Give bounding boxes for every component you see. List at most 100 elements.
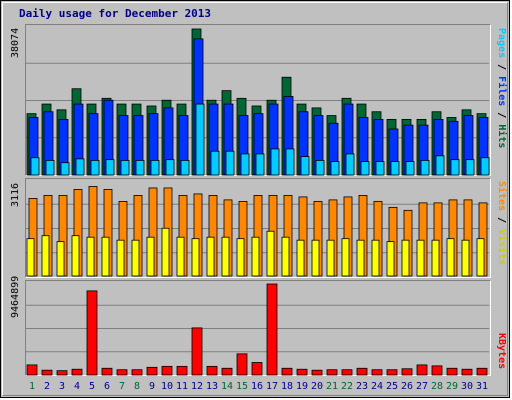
day-label: 10 bbox=[160, 381, 174, 392]
bar-pages bbox=[300, 156, 310, 176]
day-label: 1 bbox=[28, 381, 36, 392]
chart-bevel bbox=[2, 2, 508, 396]
bar-pages bbox=[45, 160, 55, 176]
bar-visits bbox=[281, 236, 290, 277]
bar-pages bbox=[480, 157, 490, 176]
bar-visits bbox=[236, 238, 245, 277]
bar-pages bbox=[270, 148, 280, 176]
bar-visits bbox=[341, 238, 350, 277]
day-label: 27 bbox=[415, 381, 429, 392]
bar-kbytes bbox=[476, 367, 488, 376]
bar-visits bbox=[71, 235, 80, 277]
bar-visits bbox=[326, 239, 335, 277]
bar-visits bbox=[116, 239, 125, 277]
bar-kbytes bbox=[296, 368, 308, 376]
day-label: 29 bbox=[445, 381, 459, 392]
bar-kbytes bbox=[416, 364, 428, 376]
bar-pages bbox=[180, 160, 190, 176]
bar-pages bbox=[285, 148, 295, 176]
bar-visits bbox=[371, 239, 380, 277]
day-label: 28 bbox=[430, 381, 444, 392]
bar-kbytes bbox=[131, 369, 143, 376]
day-label: 5 bbox=[88, 381, 96, 392]
bar-visits bbox=[131, 239, 140, 277]
day-label: 16 bbox=[250, 381, 264, 392]
bar-pages bbox=[30, 157, 40, 176]
bar-pages bbox=[390, 161, 400, 176]
bar-visits bbox=[161, 227, 170, 277]
day-label: 18 bbox=[280, 381, 294, 392]
bar-visits bbox=[86, 236, 95, 277]
bar-kbytes bbox=[341, 369, 353, 376]
bar-pages bbox=[120, 160, 130, 176]
bar-kbytes bbox=[101, 367, 113, 376]
bar-kbytes bbox=[236, 353, 248, 376]
bar-pages bbox=[450, 159, 460, 176]
day-label: 22 bbox=[340, 381, 354, 392]
bar-kbytes bbox=[146, 366, 158, 376]
day-label: 9 bbox=[148, 381, 156, 392]
day-label: 20 bbox=[310, 381, 324, 392]
bar-pages bbox=[75, 158, 85, 176]
bar-pages bbox=[360, 161, 370, 176]
bar-pages bbox=[420, 160, 430, 176]
bar-visits bbox=[191, 238, 200, 277]
day-label: 30 bbox=[460, 381, 474, 392]
bar-visits bbox=[476, 238, 485, 277]
bar-visits bbox=[146, 236, 155, 277]
bar-pages bbox=[60, 162, 70, 176]
bar-kbytes bbox=[356, 367, 368, 376]
day-label: 31 bbox=[475, 381, 489, 392]
bar-kbytes bbox=[56, 370, 68, 376]
day-label: 6 bbox=[103, 381, 111, 392]
bar-kbytes bbox=[311, 369, 323, 376]
bar-pages bbox=[315, 160, 325, 176]
bar-pages bbox=[225, 150, 235, 176]
bar-visits bbox=[266, 230, 275, 277]
bar-kbytes bbox=[221, 367, 233, 376]
chart-title: Daily usage for December 2013 bbox=[19, 7, 212, 20]
bar-pages bbox=[105, 159, 115, 176]
bar-kbytes bbox=[191, 327, 203, 376]
bar-pages bbox=[195, 103, 205, 176]
bar-visits bbox=[386, 241, 395, 277]
bar-kbytes bbox=[161, 365, 173, 376]
bar-kbytes bbox=[431, 365, 443, 376]
bar-kbytes bbox=[401, 368, 413, 376]
bar-visits bbox=[41, 235, 50, 277]
day-label: 7 bbox=[118, 381, 126, 392]
day-label: 24 bbox=[370, 381, 384, 392]
bar-pages bbox=[90, 160, 100, 176]
bar-pages bbox=[405, 161, 415, 176]
bar-kbytes bbox=[206, 365, 218, 376]
day-label: 8 bbox=[133, 381, 141, 392]
bar-kbytes bbox=[71, 368, 83, 376]
bar-pages bbox=[375, 161, 385, 176]
bar-pages bbox=[150, 160, 160, 176]
bar-visits bbox=[176, 236, 185, 277]
bar-visits bbox=[446, 238, 455, 277]
bar-visits bbox=[26, 238, 35, 277]
bar-pages bbox=[255, 153, 265, 176]
bar-visits bbox=[311, 239, 320, 277]
day-label: 13 bbox=[205, 381, 219, 392]
day-label: 15 bbox=[235, 381, 249, 392]
day-label: 17 bbox=[265, 381, 279, 392]
bar-kbytes bbox=[86, 290, 98, 376]
day-label: 21 bbox=[325, 381, 339, 392]
bar-visits bbox=[221, 236, 230, 277]
bar-kbytes bbox=[386, 369, 398, 376]
day-label: 11 bbox=[175, 381, 189, 392]
day-label: 2 bbox=[43, 381, 51, 392]
bar-pages bbox=[240, 153, 250, 176]
bar-visits bbox=[431, 239, 440, 277]
bar-kbytes bbox=[41, 369, 53, 376]
day-label: 19 bbox=[295, 381, 309, 392]
bar-kbytes bbox=[326, 369, 338, 376]
bar-kbytes bbox=[371, 369, 383, 376]
bar-pages bbox=[465, 159, 475, 176]
day-label: 4 bbox=[73, 381, 81, 392]
day-label: 12 bbox=[190, 381, 204, 392]
bar-kbytes bbox=[446, 367, 458, 376]
